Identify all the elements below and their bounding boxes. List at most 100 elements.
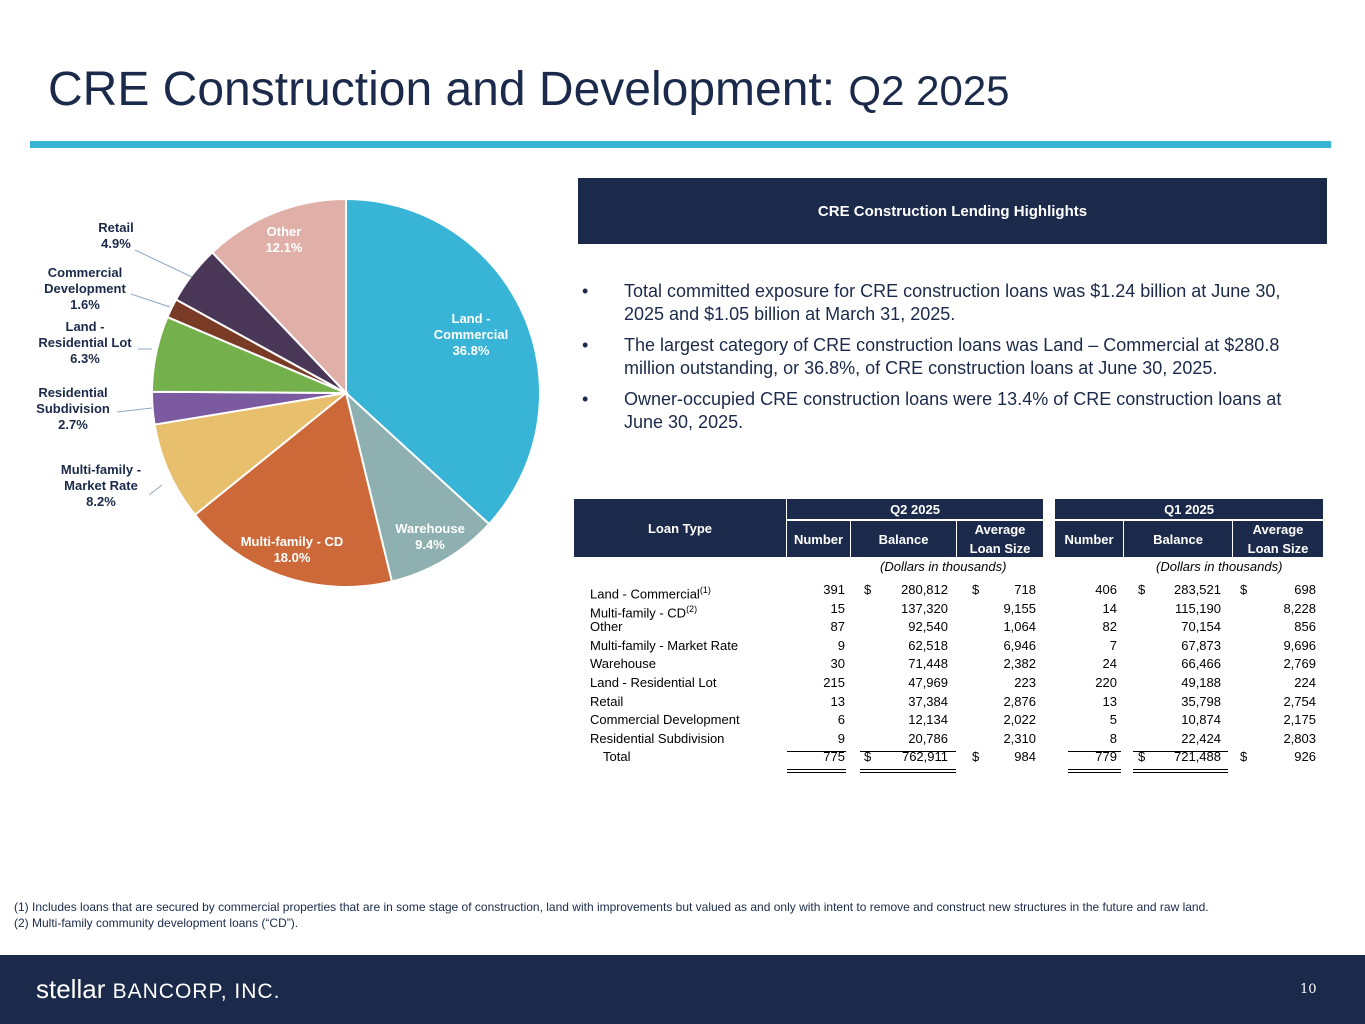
q2-header: Q2 2025	[787, 499, 1043, 519]
footnote-ref: (2)	[686, 604, 698, 614]
q1-value-cell: 9,696	[1283, 638, 1316, 653]
q1-value-cell: 856	[1294, 619, 1316, 634]
q2-value-cell: 984	[1014, 749, 1036, 764]
q2-value-cell: 2,310	[1003, 731, 1036, 746]
q2-value-cell: 9	[837, 638, 845, 653]
highlight-bullet: • The largest category of CRE constructio…	[580, 334, 1320, 380]
loan-type-cell: Land - Residential Lot	[590, 675, 717, 690]
q1-value-cell: 721,488	[1174, 749, 1221, 764]
q1-header-text: Q1 2025	[1164, 501, 1214, 517]
bullet-marker: •	[582, 389, 589, 409]
q1-value-cell: 2,769	[1283, 656, 1316, 671]
q2-value-cell: 87	[830, 619, 845, 634]
pie-slice-multi-family-market-rate	[153, 391, 350, 517]
q2-avg-header: Average Loan Size	[957, 521, 1043, 557]
logo-word: stellar	[36, 974, 106, 1004]
title-main: CRE Construction and Development:	[48, 63, 836, 116]
pie-leader-line	[134, 249, 193, 278]
subtotal-underline	[1133, 751, 1228, 752]
loan-type-cell: Multi-family - Market Rate	[590, 638, 739, 653]
currency-symbol: $	[972, 582, 980, 597]
loan-type-cell: Commercial Development	[590, 712, 740, 727]
q2-value-cell: 15	[830, 601, 845, 616]
header-text: Average Loan Size	[969, 522, 1031, 556]
q1-value-cell: 14	[1102, 601, 1117, 616]
loan-type-cell: Land - Commercial(1)	[590, 585, 711, 602]
q1-value-cell: 82	[1102, 619, 1117, 634]
q1-value-cell: 220	[1095, 675, 1117, 690]
footnote-2: (2) Multi-family community development l…	[14, 916, 299, 930]
q1-value-cell: 224	[1294, 675, 1316, 690]
pie-slice-other	[210, 197, 347, 396]
q2-value-cell: 718	[1014, 582, 1036, 597]
q2-value-cell: 391	[823, 582, 845, 597]
footer-bar	[0, 955, 1365, 1024]
total-double-underline	[787, 772, 846, 773]
pie-label-commercial-development: Commercial Development 1.6%	[44, 265, 126, 312]
q2-value-cell: 6	[837, 712, 845, 727]
q2-value-cell: 71,448	[908, 656, 948, 671]
pie-label-warehouse: Warehouse 9.4%	[395, 521, 465, 552]
q1-value-cell: 2,803	[1283, 731, 1316, 746]
q2-value-cell: 30	[830, 656, 845, 671]
q1-value-cell: 66,466	[1181, 656, 1221, 671]
q1-value-cell: 779	[1095, 749, 1117, 764]
pie-leader-line	[116, 407, 153, 413]
page-title: CRE Construction and Development: Q2 202…	[48, 62, 1010, 119]
pie-label-land-commercial: Land -Commercial 36.8%	[434, 311, 508, 358]
q2-value-cell: 280,812	[901, 582, 948, 597]
q1-value-cell: 13	[1102, 694, 1117, 709]
footnote-ref: (1)	[699, 585, 711, 595]
q2-value-cell: 37,384	[908, 694, 948, 709]
pie-label-retail: Retail 4.9%	[98, 220, 133, 251]
logo-rest: BANCORP, INC.	[112, 980, 281, 1003]
q2-value-cell: 9,155	[1003, 601, 1036, 616]
q1-value-cell: 926	[1294, 749, 1316, 764]
total-double-underline	[1133, 772, 1228, 773]
total-double-underline	[1133, 769, 1228, 770]
q1-value-cell: 2,175	[1283, 712, 1316, 727]
q1-value-cell: 115,190	[1174, 601, 1221, 616]
header-text: Balance	[878, 531, 929, 547]
q2-value-cell: 2,876	[1003, 694, 1036, 709]
currency-symbol: $	[864, 749, 872, 764]
q1-value-cell: 8,228	[1283, 601, 1316, 616]
q1-value-cell: 8	[1109, 731, 1117, 746]
q2-value-cell: 12,134	[908, 712, 948, 727]
title-quarter: Q2 2025	[848, 67, 1010, 114]
pie-label-multi-family-market-rate: Multi-family -Market Rate 8.2%	[61, 462, 141, 509]
highlight-text: Total committed exposure for CRE constru…	[624, 281, 1281, 324]
q1-balance-header: Balance	[1124, 521, 1232, 557]
bullet-marker: •	[582, 281, 589, 301]
currency-symbol: $	[1240, 582, 1248, 597]
loan-type-cell: Residential Subdivision	[590, 731, 725, 746]
q2-value-cell: 1,064	[1003, 619, 1036, 634]
pie-leader-line	[130, 293, 171, 308]
highlights-list: • Total committed exposure for CRE constr…	[580, 280, 1320, 442]
currency-symbol: $	[864, 582, 872, 597]
q1-number-header: Number	[1055, 521, 1123, 557]
total-double-underline	[1068, 769, 1121, 770]
header-text: Number	[793, 531, 844, 547]
q1-value-cell: 24	[1102, 656, 1117, 671]
q2-value-cell: 215	[823, 675, 845, 690]
q2-units-note: (Dollars in thousands)	[880, 559, 1007, 574]
subtotal-underline	[1068, 751, 1121, 752]
footnotes: (1) Includes loans that are secured by c…	[14, 899, 1209, 931]
pie-slice-multi-family-cd	[193, 391, 394, 588]
q1-value-cell: 10,874	[1181, 712, 1221, 727]
pie-label-other: Other 12.1%	[266, 224, 303, 255]
highlight-text: The largest category of CRE construction…	[624, 335, 1280, 378]
subtotal-underline	[787, 751, 846, 752]
loan-type-header-text: Loan Type	[647, 520, 713, 536]
page-number: 10	[1300, 982, 1317, 997]
q1-value-cell: 698	[1294, 582, 1316, 597]
q2-value-cell: 137,320	[901, 601, 948, 616]
loan-type-cell: Warehouse	[590, 656, 656, 671]
q2-value-cell: 223	[1014, 675, 1036, 690]
q1-value-cell: 406	[1095, 582, 1117, 597]
q2-value-cell: 92,540	[908, 619, 948, 634]
q2-value-cell: 47,969	[908, 675, 948, 690]
currency-symbol: $	[972, 749, 980, 764]
highlight-bullet: • Owner-occupied CRE construction loans w…	[580, 388, 1320, 434]
